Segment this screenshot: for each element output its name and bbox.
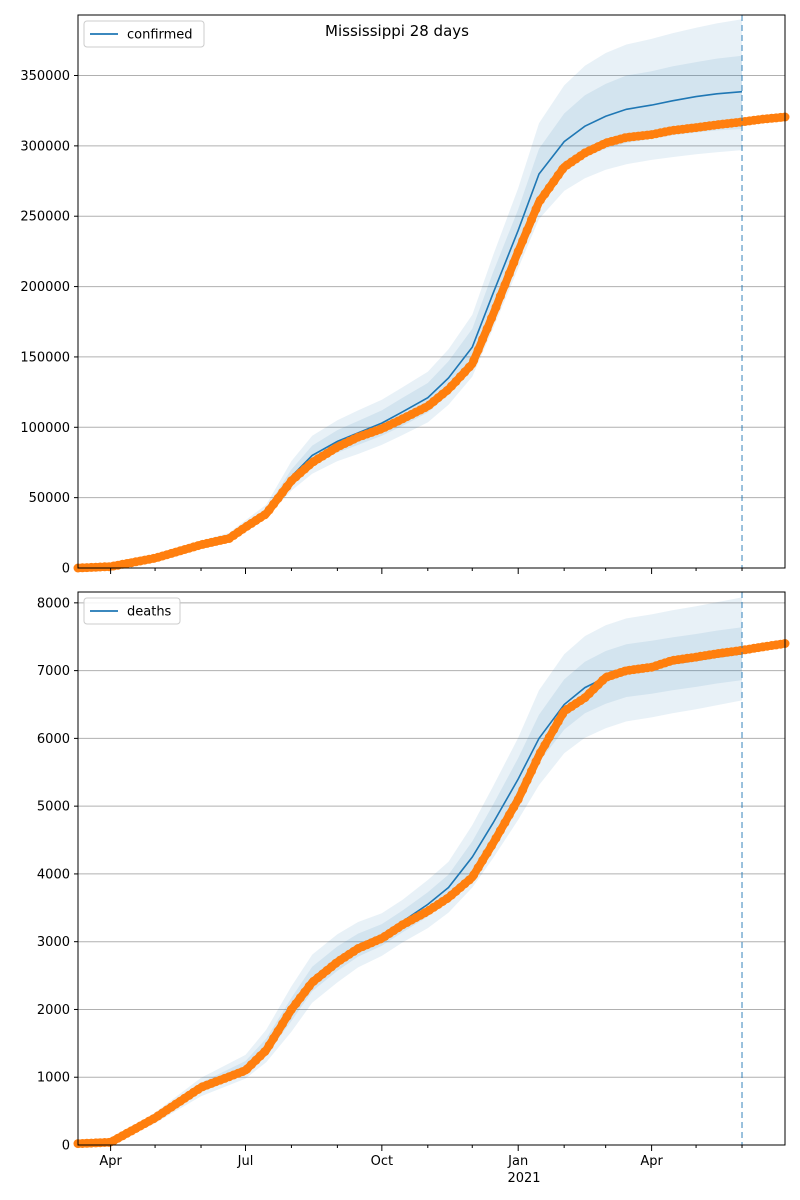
- observed-point: [469, 870, 479, 880]
- y-tick-label: 8000: [37, 596, 70, 611]
- observed-point: [482, 848, 492, 858]
- x-tick-label: Apr: [99, 1154, 122, 1169]
- observed-point: [553, 717, 563, 727]
- observed-point: [509, 258, 519, 268]
- plot-frame: [77, 14, 786, 569]
- x-year-label: 2021: [507, 1171, 540, 1186]
- observed-point: [527, 766, 536, 776]
- observed-point: [522, 776, 532, 785]
- confirmed-panel: 0 50000 100000 150000 200000 250000 300000 3500…: [20, 14, 790, 577]
- observed-point: [473, 345, 483, 355]
- y-tick-label: 3000: [37, 935, 70, 950]
- x-tick-label: Jul: [237, 1154, 254, 1169]
- observed-point: [513, 794, 523, 804]
- observed-point: [531, 757, 541, 767]
- model-line: [77, 90, 743, 569]
- y-tick-label: 5000: [37, 800, 70, 815]
- confidence-band: [78, 627, 742, 1145]
- observed-point: [527, 215, 536, 225]
- observed-point: [549, 177, 559, 186]
- observed-point: [535, 748, 545, 758]
- observed-point: [504, 810, 514, 820]
- observed-point: [482, 324, 492, 334]
- confidence-band: [78, 597, 742, 1145]
- y-tick-label: 0: [62, 562, 70, 577]
- legend-box: [83, 20, 205, 48]
- observed-point: [540, 740, 550, 750]
- legend-label: deaths: [127, 605, 172, 620]
- chart-title: Mississippi 28 days: [325, 22, 469, 40]
- x-tick-label: Jan: [507, 1154, 528, 1169]
- observed-point: [509, 802, 519, 812]
- observed-point: [282, 1012, 292, 1022]
- y-tick-label: 1000: [37, 1071, 70, 1086]
- y-tick-label: 200000: [20, 280, 70, 295]
- observed-point: [518, 785, 528, 795]
- observed-point: [495, 826, 505, 835]
- x-tick-label: Apr: [640, 1154, 663, 1169]
- observed-point: [513, 246, 523, 256]
- y-tick-label: 4000: [37, 867, 70, 882]
- legend: confirmed: [83, 20, 205, 48]
- legend-label: confirmed: [127, 28, 193, 43]
- y-tick-label: 100000: [20, 421, 70, 436]
- observed-point: [504, 269, 514, 279]
- x-tick-label: Oct: [371, 1154, 393, 1169]
- y-tick-label: 250000: [20, 210, 70, 225]
- observed-point: [522, 225, 532, 235]
- observed-point: [500, 280, 510, 290]
- observed-point: [500, 818, 510, 828]
- observed-point: [278, 1019, 287, 1029]
- observed-point: [491, 302, 501, 312]
- observed-point: [535, 195, 545, 205]
- observed-point: [260, 1047, 270, 1057]
- legend: deaths: [83, 597, 181, 625]
- observed-point: [544, 183, 554, 193]
- observed-point: [487, 313, 496, 323]
- y-tick-label: 300000: [20, 139, 70, 154]
- observed-point: [478, 334, 488, 344]
- confidence-band: [78, 55, 742, 569]
- observed-point: [549, 724, 559, 734]
- observed-point: [491, 833, 501, 843]
- observed-point: [473, 863, 483, 873]
- observed-point: [487, 841, 496, 851]
- observed-point: [518, 236, 528, 246]
- observed-point: [478, 855, 488, 865]
- deaths-panel: 0 1000 2000 3000 4000 5000 6000 7000 8000 Apr Jul O…: [37, 591, 790, 1169]
- y-tick-label: 150000: [20, 350, 70, 365]
- y-tick-label: 2000: [37, 1003, 70, 1018]
- observed-point: [544, 732, 554, 742]
- observed-point: [464, 362, 474, 372]
- y-tick-label: 7000: [37, 664, 70, 679]
- observed-point: [269, 1033, 279, 1043]
- y-tick-label: 350000: [20, 69, 70, 84]
- observed-line: [74, 113, 789, 572]
- observed-point: [273, 1026, 283, 1036]
- y-tick-label: 6000: [37, 732, 70, 747]
- observed-point: [495, 291, 505, 301]
- y-tick-label: 50000: [29, 491, 70, 506]
- observed-point: [531, 204, 541, 214]
- observed-point: [469, 355, 479, 365]
- observed-point: [553, 170, 563, 180]
- y-tick-label: 0: [62, 1139, 70, 1154]
- legend-box: [83, 597, 181, 625]
- observed-point: [264, 1040, 274, 1050]
- plot-frame: [77, 591, 786, 1146]
